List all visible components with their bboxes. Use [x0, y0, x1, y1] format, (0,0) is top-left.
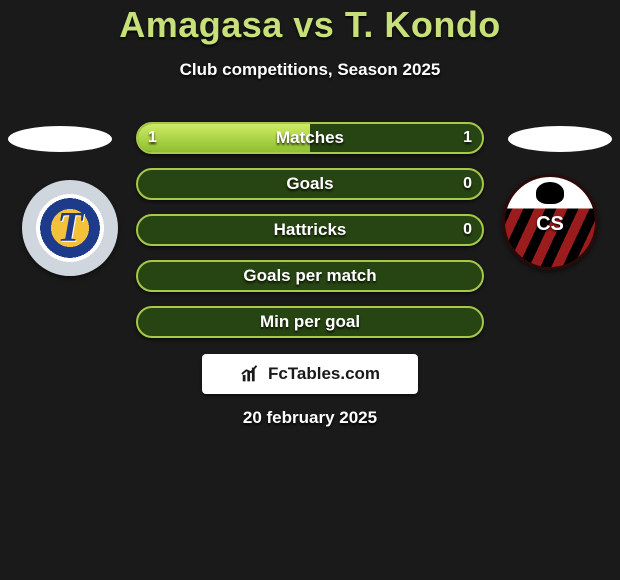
stat-value-right — [462, 308, 482, 336]
player-nameplate-left — [8, 126, 112, 152]
stat-bar-hattricks: Hattricks 0 — [136, 214, 484, 246]
brand-text: FcTables.com — [268, 364, 380, 384]
stat-bars: 1 Matches 1 Goals 0 Hattricks 0 Goals pe… — [136, 122, 484, 352]
club-crest-left: 1994 — [22, 180, 118, 276]
page-title: Amagasa vs T. Kondo — [0, 4, 620, 46]
stat-bar-goals: Goals 0 — [136, 168, 484, 200]
club-crest-right — [502, 174, 598, 270]
crest-left-year: 1994 — [22, 200, 118, 210]
stat-value-right: 1 — [453, 124, 482, 152]
date-text: 20 february 2025 — [0, 408, 620, 428]
brand-badge: FcTables.com — [202, 354, 418, 394]
stat-label: Hattricks — [138, 216, 482, 244]
stat-value-right — [462, 262, 482, 290]
brand-chart-icon — [240, 363, 262, 385]
stat-value-right: 0 — [453, 170, 482, 198]
stat-label: Goals — [138, 170, 482, 198]
stat-label: Goals per match — [138, 262, 482, 290]
stat-bar-min-per-goal: Min per goal — [136, 306, 484, 338]
player-nameplate-right — [508, 126, 612, 152]
page-subtitle: Club competitions, Season 2025 — [0, 60, 620, 80]
stat-value-right: 0 — [453, 216, 482, 244]
stat-bar-matches: 1 Matches 1 — [136, 122, 484, 154]
stat-label: Matches — [138, 124, 482, 152]
stat-bar-goals-per-match: Goals per match — [136, 260, 484, 292]
h2h-infographic: Amagasa vs T. Kondo Club competitions, S… — [0, 0, 620, 580]
stat-label: Min per goal — [138, 308, 482, 336]
